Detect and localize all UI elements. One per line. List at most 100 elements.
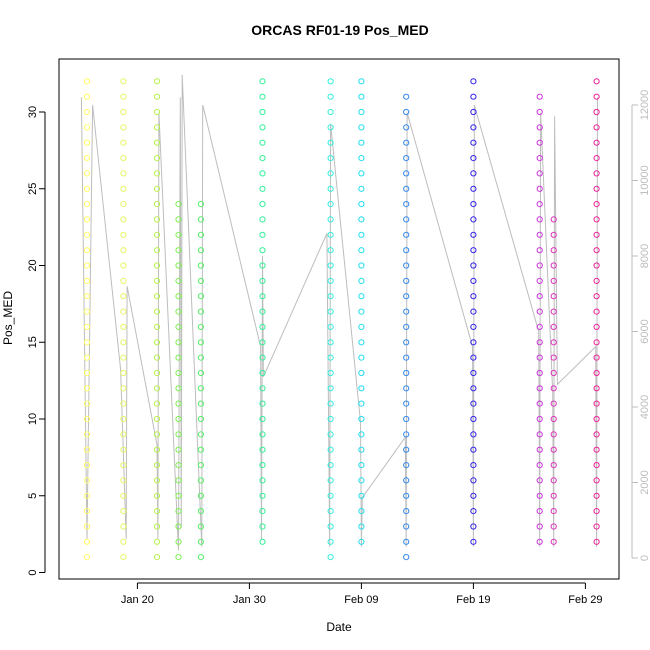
data-point (83, 554, 91, 561)
data-point (259, 93, 266, 100)
data-point (358, 523, 365, 530)
bottom-tick-label: Feb 19 (456, 594, 490, 606)
right-tick-label: 10000 (639, 165, 650, 196)
data-point (403, 93, 410, 100)
data-point (83, 431, 91, 438)
data-point (153, 385, 161, 392)
data-point (470, 216, 477, 223)
data-point (550, 354, 557, 361)
data-point (120, 400, 127, 407)
flight-series (120, 78, 127, 561)
data-point (153, 308, 161, 315)
data-point (358, 508, 365, 515)
data-point (403, 508, 410, 515)
data-point (536, 385, 543, 392)
left-tick-label: 5 (27, 493, 39, 499)
data-point (175, 508, 182, 515)
data-point (470, 93, 477, 100)
data-point (83, 492, 91, 499)
data-point (259, 523, 266, 530)
data-point (358, 78, 365, 85)
data-point (175, 538, 182, 545)
data-point (327, 124, 334, 131)
data-point (153, 477, 161, 484)
data-point (120, 293, 127, 300)
data-point (358, 108, 365, 116)
data-point (593, 339, 600, 346)
data-point (83, 185, 91, 192)
data-point (120, 262, 127, 269)
data-point (403, 415, 410, 423)
data-point (593, 446, 600, 453)
data-point (83, 385, 91, 392)
data-point (536, 354, 543, 361)
data-point (327, 415, 334, 423)
data-point (197, 492, 204, 499)
data-point (197, 354, 204, 361)
data-point (175, 477, 182, 484)
data-point (403, 369, 410, 377)
data-point (120, 201, 127, 208)
data-point (593, 155, 600, 162)
data-point (83, 201, 91, 208)
data-point (358, 201, 365, 208)
data-point (83, 78, 91, 85)
data-point (153, 78, 161, 85)
data-point (536, 139, 543, 146)
data-point (83, 262, 91, 269)
data-point (83, 216, 91, 223)
data-point (327, 78, 334, 85)
y-axis-label: Pos_MED (1, 291, 15, 345)
data-point (550, 462, 557, 469)
data-point (327, 93, 334, 100)
data-point (153, 339, 161, 346)
data-point (259, 293, 266, 300)
data-point (470, 78, 477, 85)
data-point (259, 369, 266, 377)
data-point (403, 323, 410, 330)
data-point (593, 308, 600, 315)
data-point (175, 431, 182, 438)
bottom-tick-label: Jan 20 (121, 594, 154, 606)
left-tick-label: 25 (27, 183, 39, 195)
data-point (327, 170, 334, 177)
data-point (593, 477, 600, 484)
data-point (536, 339, 543, 346)
data-point (536, 247, 543, 254)
data-point (197, 339, 204, 346)
flight-series (358, 78, 365, 545)
data-point (83, 415, 91, 423)
data-point (259, 262, 266, 269)
data-point (120, 124, 127, 131)
data-point (327, 308, 334, 315)
data-point (175, 554, 182, 561)
data-point (403, 108, 410, 116)
data-point (403, 354, 410, 361)
data-point (536, 108, 543, 116)
bottom-tick-label: Jan 30 (233, 594, 266, 606)
data-point (593, 231, 600, 238)
data-point (327, 538, 334, 545)
data-point (403, 139, 410, 146)
data-point (470, 462, 477, 469)
data-point (120, 415, 127, 423)
data-point (175, 308, 182, 315)
data-point (358, 492, 365, 499)
flight-series (83, 78, 91, 561)
data-point (153, 293, 161, 300)
data-point (153, 262, 161, 269)
data-point (197, 277, 204, 284)
data-point (358, 323, 365, 330)
data-point (593, 462, 600, 469)
data-point (470, 354, 477, 361)
data-point (358, 446, 365, 453)
flight-series (327, 78, 334, 561)
data-point (83, 170, 91, 177)
data-point (536, 216, 543, 223)
data-point (327, 216, 334, 223)
data-point (259, 492, 266, 499)
data-point (550, 339, 557, 346)
data-point (550, 446, 557, 453)
data-point (403, 262, 410, 269)
data-point (259, 431, 266, 438)
